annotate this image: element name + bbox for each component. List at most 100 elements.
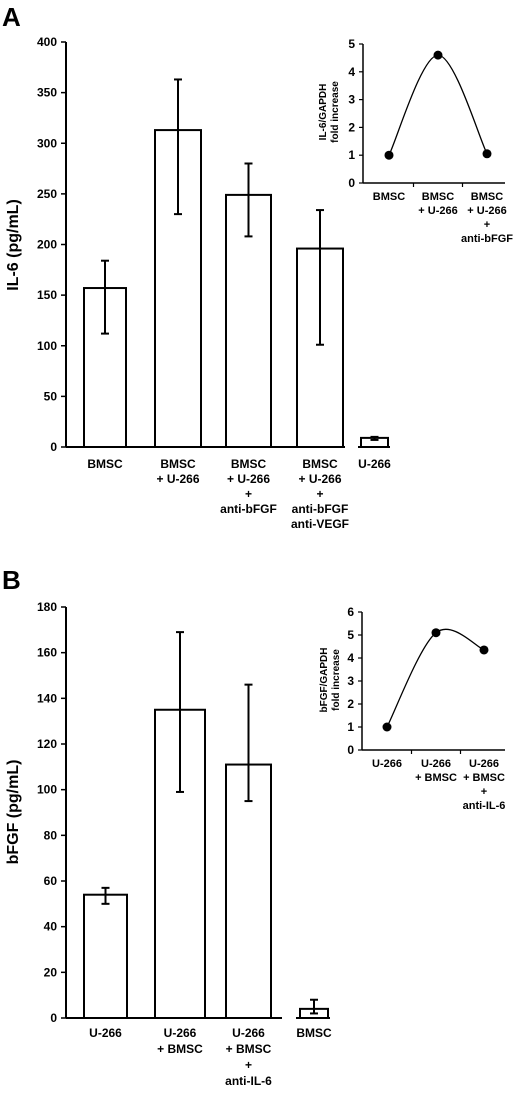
panel-a: A IL-6 (pg/mL) 050100150200250300350400B… [2,2,513,531]
panel-a-category-label: anti-bFGF [292,502,349,516]
panel-b-inset-category-label: U-266 [372,758,402,770]
panel-b-y-tick-label: 140 [37,691,57,705]
panel-a-inset-y-axis-title-line: fold increase [330,81,341,143]
panel-a-error-bar-3 [244,162,253,238]
panel-a-inset-y-tick-label: 5 [348,37,355,51]
panel-a-category-label: anti-VEGF [291,517,349,531]
panel-a-letter: A [2,2,21,32]
panel-b-bar-1 [83,893,128,1020]
panel-b-y-tick-label: 60 [44,874,58,888]
panel-a-error-bar-4 [316,209,324,346]
panel-b-y-axis-title: bFGF (pg/mL) [5,760,22,865]
panel-a-category-label: BMSC [160,457,196,471]
panel-a-y-axis-title: IL-6 (pg/mL) [5,199,22,291]
panel-a-inset-point-1 [384,150,394,160]
panel-a-inset-category-label: + U-266 [418,205,457,217]
panel-b-inset-y-tick-label: 2 [347,697,354,711]
panel-a-category-label: BMSC [231,457,267,471]
panel-b-inset-y-axis-title-line: fold increase [331,649,342,711]
panel-a-y-tick-label: 400 [37,35,57,49]
panel-a-inset-point-2 [433,50,443,60]
panel-b-inset-y-tick-label: 0 [347,743,354,757]
panel-a-y-tick-label: 300 [37,136,57,150]
panel-b-inset-category-label: U-266 [421,758,451,770]
panel-b-y-tick-label: 160 [37,646,57,660]
panel-b-inset-category-label: + BMSC [415,772,457,784]
panel-a-y-tick-label: 50 [44,389,58,403]
panel-a-error-bar-1 [101,259,109,335]
panel-b-category-label: anti-IL-6 [225,1074,272,1088]
panel-a-y-tick-label: 150 [37,288,57,302]
panel-a-inset-category-label: BMSC [373,191,405,203]
panel-a-inset: 0 1 2 3 4 5 BMSC BMSC + U-266 BMSC + U-266 + anti-bF… [318,37,513,245]
panel-b-inset-y-tick-label: 6 [347,605,354,619]
panel-b-category-label: BMSC [296,1026,332,1040]
panel-a-inset-y-tick-label: 0 [348,176,355,190]
panel-b-y-tick-label: 120 [37,737,57,751]
panel-b-error-bar-2 [176,631,184,793]
panel-b-inset: 0 1 2 3 4 5 6 U-266 U-266 + BMSC U-266 + BMSC + anti-… [319,605,505,812]
panel-a-category-label: + U-266 [298,472,341,486]
panel-a-category-label: U-266 [358,457,391,471]
panel-b-error-bar-3 [244,683,253,803]
panel-b-inset-y-axis-title-line: bFGF/GAPDH [319,648,330,713]
panel-b-letter: B [2,565,21,595]
panel-b-inset-category-label: + [481,786,487,798]
panel-b-inset-point-1 [382,722,392,732]
panel-b-y-tick-label: 40 [44,920,58,934]
panel-a-inset-y-tick-label: 4 [348,65,355,79]
panel-b-y-tick-label: 80 [44,828,58,842]
panel-a-y-tick-label: 350 [37,86,57,100]
panel-a-inset-y-tick-label: 1 [348,148,355,162]
panel-a-category-label: + [245,487,252,501]
panel-a-inset-point-3 [482,149,492,159]
panel-b-inset-y-tick-label: 5 [347,628,354,642]
panel-a-error-bar-2 [174,78,182,216]
panel-b-category-label: U-266 [164,1026,197,1040]
panel-b-bar-3 [225,763,272,1019]
panel-a-inset-y-axis-title: IL-6/GAPDH fold increase [318,81,341,143]
panel-a-y-tick-label: 0 [50,440,57,454]
panel-b-inset-y-tick-label: 4 [347,651,354,665]
panel-b-inset-line [386,628,485,728]
panel-b-category-label: U-266 [89,1026,122,1040]
panel-b-error-bar-1 [101,886,110,905]
panel-b-category-label: U-266 [232,1026,265,1040]
panel-a-inset-category-label: BMSC [422,191,454,203]
panel-a-inset-category-label: BMSC [471,191,503,203]
panel-a-y-tick-label: 200 [37,238,57,252]
panel-a-category-label: BMSC [87,457,123,471]
panel-b-inset-y-tick-label: 3 [347,674,354,688]
panel-b-y-tick-label: 100 [37,783,57,797]
panel-b-inset-point-2 [431,628,441,638]
panel-b-category-label: + BMSC [157,1042,203,1056]
panel-a-category-label: + U-266 [156,472,199,486]
panel-a-inset-line [388,54,488,156]
panel-b-y-tick-label: 0 [50,1011,57,1025]
panel-a-inset-y-tick-label: 3 [348,93,355,107]
panel-a-category-label: + [316,487,323,501]
panel-b: B bFGF (pg/mL) 020406080100120140160180U… [2,565,505,1088]
panel-b-inset-point-3 [479,645,489,655]
panel-a-category-label: BMSC [302,457,338,471]
panel-b-y-tick-label: 20 [44,965,58,979]
panel-b-inset-y-tick-label: 1 [347,720,354,734]
panel-b-y-tick-label: 180 [37,600,57,614]
panel-a-y-tick-label: 100 [37,339,57,353]
panel-a-category-label: anti-bFGF [220,502,277,516]
panel-b-error-bar-4 [310,998,318,1015]
panel-a-error-bar-5 [370,435,379,441]
panel-b-inset-category-label: anti-IL-6 [463,800,506,812]
panel-b-inset-y-axis-title: bFGF/GAPDH fold increase [319,648,342,713]
panel-b-category-label: + BMSC [226,1042,272,1056]
panel-a-inset-y-tick-label: 2 [348,120,355,134]
panel-a-inset-y-axis-title-line: IL-6/GAPDH [318,84,329,141]
panel-a-y-tick-label: 250 [37,187,57,201]
panel-a-inset-category-label: + [484,219,490,231]
panel-b-inset-category-label: + BMSC [463,772,505,784]
panel-a-inset-category-label: + U-266 [467,205,506,217]
panel-b-inset-category-label: U-266 [469,758,499,770]
panel-a-category-label: + U-266 [227,472,270,486]
panel-b-category-label: + [245,1058,252,1072]
